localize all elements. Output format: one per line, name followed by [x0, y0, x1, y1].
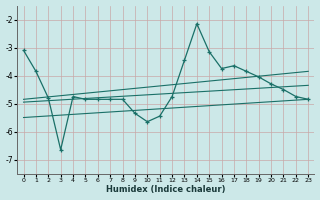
X-axis label: Humidex (Indice chaleur): Humidex (Indice chaleur) — [106, 185, 226, 194]
